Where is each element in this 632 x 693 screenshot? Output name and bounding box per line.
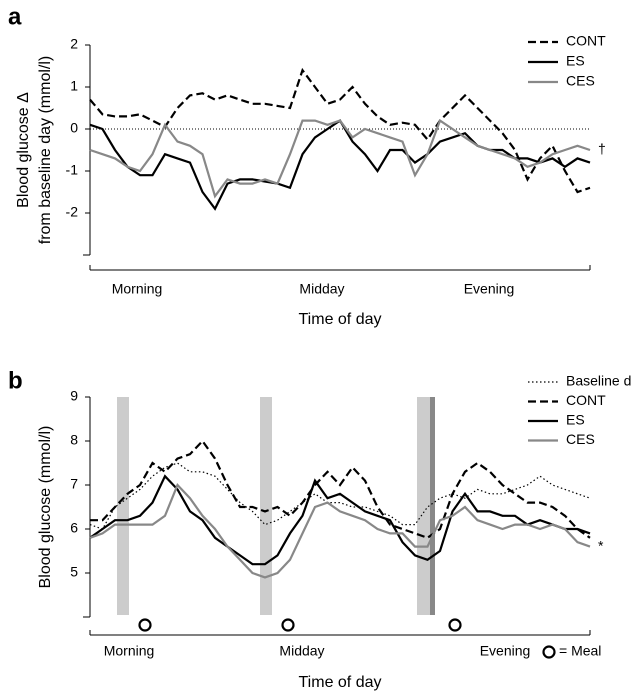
x-tick-label: Evening	[464, 281, 515, 297]
meal-marker	[448, 618, 462, 632]
series-line	[89, 483, 591, 579]
y-tick-label: 1	[70, 78, 78, 94]
series-line	[89, 118, 591, 199]
meal-marker	[281, 618, 295, 632]
meal-legend-label: = Meal	[559, 643, 601, 659]
shaded-region	[430, 397, 435, 615]
x-tick-label: Midday	[299, 281, 344, 297]
panel-label: b	[8, 367, 23, 394]
y-axis-label: Blood glucose Δ	[15, 92, 32, 208]
x-tick-label: Midday	[279, 643, 324, 659]
series-line	[89, 474, 591, 566]
legend-label: CONT	[566, 33, 606, 49]
shaded-region	[260, 397, 272, 615]
x-axis-label: Time of day	[299, 674, 382, 691]
shaded-region	[117, 397, 129, 615]
y-axis-label: Blood glucose (mmol/l)	[37, 426, 54, 589]
y-tick-label: 2	[70, 36, 78, 52]
legend-label: ES	[566, 412, 585, 428]
x-tick-label: Evening	[480, 643, 531, 659]
y-tick-label: 0	[70, 120, 78, 136]
panel-label: a	[8, 3, 22, 30]
series-line	[90, 439, 591, 540]
series-line	[89, 119, 591, 211]
meal-legend-symbol	[542, 645, 556, 659]
x-tick-label: Morning	[104, 643, 155, 659]
y-tick-label: 9	[70, 388, 78, 404]
series-line	[89, 462, 591, 530]
y-tick-label: -2	[66, 204, 79, 220]
y-axis-label: from baseline day (mmol/l)	[37, 56, 54, 245]
x-axis-label: Time of day	[299, 311, 382, 328]
legend-label: CES	[566, 73, 595, 89]
meal-marker	[138, 618, 152, 632]
legend-label: ES	[566, 53, 585, 69]
y-tick-label: 6	[70, 520, 78, 536]
y-tick-label: 5	[70, 564, 78, 580]
series-line	[89, 67, 591, 194]
y-tick-label: 7	[70, 476, 78, 492]
legend-label: Baseline day	[566, 373, 632, 389]
legend-label: CONT	[566, 392, 606, 408]
annotation: †	[598, 141, 606, 157]
y-tick-label: -1	[66, 162, 79, 178]
legend-label: CES	[566, 431, 595, 447]
x-tick-label: Morning	[112, 281, 163, 297]
y-tick-label: 8	[70, 432, 78, 448]
annotation: *	[598, 537, 604, 553]
